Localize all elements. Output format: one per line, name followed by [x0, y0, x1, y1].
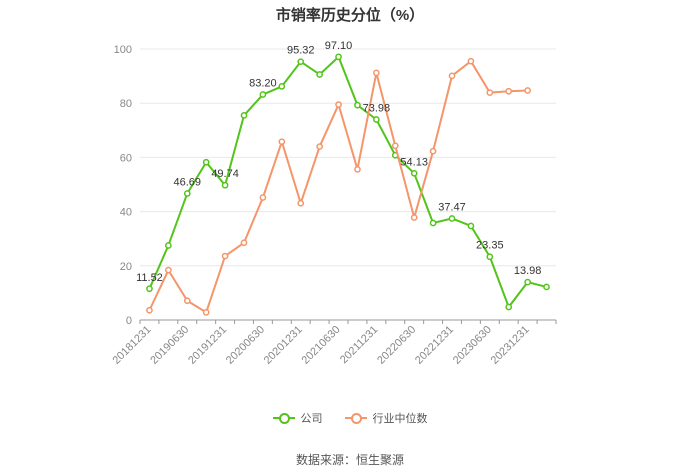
- series-0-company-point-20201231: [297, 58, 305, 66]
- series-1-industry-median-point-20191231: [221, 252, 229, 260]
- series-0-company-point-20211231: [373, 116, 380, 123]
- series-0-company-point-20190930: [202, 158, 210, 166]
- legend-label-company: 公司: [300, 413, 323, 425]
- series-0-company-line: [148, 55, 547, 308]
- series-1-industry-median-point-20230630: [486, 89, 494, 96]
- series-0-company-point-20200331: [240, 112, 248, 119]
- series-0-company-point-20230331: [467, 222, 475, 230]
- x-tick-label-20190630: 20190630: [148, 324, 191, 367]
- series-1-industry-median-point-20230331: [467, 57, 475, 65]
- series-1-industry-median-point-20210630: [335, 101, 342, 108]
- legend-label-industry-median: 行业中位数: [372, 413, 428, 425]
- series-1-industry-median-point-20190331: [165, 266, 172, 274]
- data-labels: 11.52 46.69 49.74 83.20 95.32 97.10 73.98 54.13…: [136, 40, 541, 284]
- x-tick-label-20231231: 20231231: [489, 324, 532, 367]
- series-1-industry-median-point-20200630: [259, 194, 267, 201]
- series-1-industry-median-point-20220930: [429, 147, 437, 155]
- x-tick-label-20201231: 20201231: [262, 324, 305, 367]
- x-tick-label-20230630: 20230630: [451, 324, 494, 367]
- data-label-20230630: 23.35: [476, 240, 504, 252]
- y-tick-label-40: 40: [120, 207, 132, 219]
- series-1-industry-median-point-20220630: [410, 214, 418, 221]
- series-1-industry-median-line: [148, 60, 528, 314]
- legend-swatch-industry-median: [344, 412, 367, 424]
- data-label-20190630: 46.69: [174, 176, 202, 188]
- y-tick-labels: 0 20 40 60 80 100: [114, 44, 132, 327]
- series-0-company-point-20210630: [335, 53, 342, 61]
- series-1-industry-median-point-20210930: [354, 165, 361, 173]
- series-0-company-point-20230930: [505, 303, 513, 311]
- x-tick-label-20191231: 20191231: [186, 324, 229, 367]
- series-0-company-point-20240331: [543, 283, 550, 291]
- series-0-company-point-20190331: [165, 242, 172, 249]
- y-tick-label-80: 80: [120, 98, 132, 110]
- series-1-industry-median-point-20200331: [240, 239, 248, 247]
- legend-item-company[interactable]: 公司: [272, 410, 323, 426]
- data-label-20191231: 49.74: [211, 168, 239, 180]
- series-1-industry-median-point-20190630: [183, 297, 191, 305]
- legend-item-industry-median[interactable]: 行业中位数: [344, 410, 428, 426]
- y-tick-label-60: 60: [120, 152, 132, 164]
- x-tick-label-20211231: 20211231: [338, 324, 381, 367]
- data-label-20210630: 97.10: [325, 40, 353, 52]
- series-1-industry-median-point-20211231: [373, 69, 380, 77]
- data-label-20220630: 54.13: [400, 156, 428, 168]
- data-label-20211231: 73.98: [363, 103, 391, 115]
- series-0-company-point-20231231: [524, 278, 531, 286]
- data-label-20231231: 13.98: [514, 265, 542, 277]
- series-0-company-point-20220630: [410, 169, 418, 177]
- series-1-industry-median-point-20221231: [448, 72, 456, 80]
- series-1-industry-median-point-20220331: [391, 142, 399, 150]
- data-label-20221231: 37.47: [438, 201, 466, 213]
- series-0-company-point-20221231: [448, 215, 456, 222]
- series-0-company-point-20220930: [429, 219, 437, 227]
- legend: 公司 行业中位数: [0, 410, 700, 426]
- data-label-20200630: 83.20: [249, 78, 277, 90]
- x-axis: 2018123120190630201912312020063020201231…: [110, 319, 557, 367]
- y-tick-label-0: 0: [126, 315, 132, 327]
- series-1-industry-median-point-20190930: [202, 309, 210, 316]
- x-tick-label-20220630: 20220630: [375, 324, 418, 367]
- series-0-company-point-20230630: [486, 253, 494, 261]
- series-0-company-point-20191231: [221, 181, 229, 189]
- series-1-industry-median-point-20231231: [524, 87, 531, 94]
- series-1-industry-median-point-20181231: [146, 306, 153, 314]
- data-label-20181231: 11.52: [136, 272, 163, 284]
- series-layer: [146, 53, 550, 316]
- series-0-company-point-20181231: [146, 285, 153, 293]
- grid-lines: [140, 48, 556, 267]
- series-0-company-point-20200630: [259, 91, 267, 98]
- x-tick-label-20181231: 20181231: [110, 324, 153, 367]
- series-1-industry-median-point-20230930: [505, 87, 513, 95]
- chart-title: 市销率历史分位（%）: [275, 7, 425, 24]
- series-0-company-point-20190630: [183, 190, 191, 197]
- series-1-industry-median-point-20210331: [316, 143, 323, 150]
- data-source-note: 数据来源：恒生聚源: [295, 453, 404, 467]
- x-tick-label-20200630: 20200630: [224, 324, 267, 367]
- x-tick-label-20221231: 20221231: [413, 324, 456, 367]
- series-0-company-point-20200930: [278, 83, 286, 90]
- legend-swatch-company: [272, 412, 295, 424]
- series-0-company-point-20210331: [316, 71, 323, 78]
- y-tick-label-20: 20: [120, 261, 132, 273]
- series-1-industry-median-point-20201231: [297, 199, 305, 207]
- y-tick-label-100: 100: [114, 44, 132, 56]
- series-1-industry-median-point-20200930: [278, 138, 286, 146]
- x-tick-label-20210630: 20210630: [300, 324, 343, 367]
- data-label-20201231: 95.32: [287, 45, 315, 57]
- series-0-company-point-20210930: [354, 101, 361, 109]
